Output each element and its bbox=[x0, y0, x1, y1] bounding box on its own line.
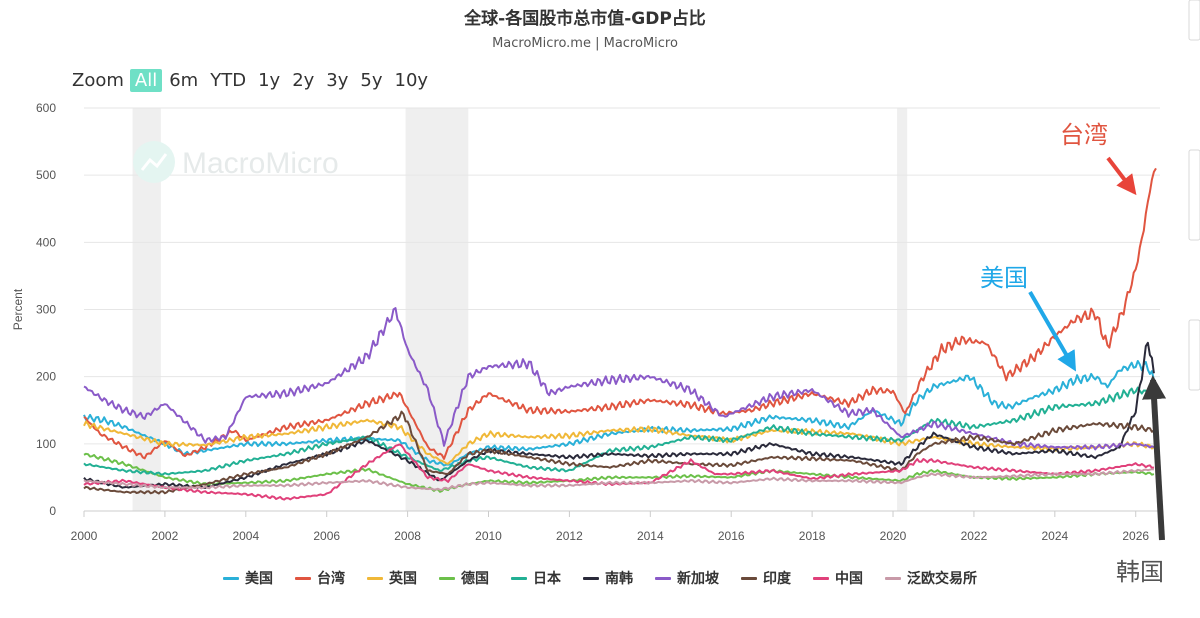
x-tick-label: 2026 bbox=[1122, 529, 1149, 543]
y-axis-label: Percent bbox=[11, 288, 25, 330]
x-tick-label: 2012 bbox=[556, 529, 583, 543]
legend-label: 英国 bbox=[389, 571, 417, 587]
chart-title: 全球-各国股市总市值-GDP占比 bbox=[464, 9, 706, 29]
series-line-6[interactable] bbox=[83, 307, 1155, 451]
x-tick-label: 2016 bbox=[718, 529, 745, 543]
series-line-7[interactable] bbox=[83, 410, 1155, 495]
x-tick-label: 2008 bbox=[394, 529, 421, 543]
korea-arrow bbox=[1142, 375, 1167, 541]
legend-label: 泛欧交易所 bbox=[907, 571, 977, 587]
legend-swatch bbox=[511, 576, 527, 580]
zoom-label: Zoom bbox=[72, 69, 124, 91]
series-lines bbox=[83, 167, 1157, 501]
usa-annotation: 美国 bbox=[980, 264, 1028, 292]
watermark: MacroMicro bbox=[133, 141, 339, 183]
korea-annotation: 韩国 bbox=[1116, 558, 1164, 586]
legend-swatch bbox=[655, 576, 671, 580]
series-line-9[interactable] bbox=[83, 468, 1154, 491]
axes: 0 100 200 300 400 500 600 2000 2002 2004 2006 2008 2… bbox=[11, 101, 1160, 543]
y-tick-label: 500 bbox=[36, 168, 56, 182]
zoom-6m-button[interactable]: 6m bbox=[169, 69, 199, 91]
legend-item-3[interactable]: 德国 bbox=[439, 568, 489, 588]
legend-item-7[interactable]: 印度 bbox=[741, 568, 791, 588]
x-tick-label: 2002 bbox=[152, 529, 179, 543]
x-tick-label: 2000 bbox=[71, 529, 98, 543]
zoom-2y-button[interactable]: 2y bbox=[292, 69, 315, 91]
legend-swatch bbox=[885, 576, 901, 580]
series-line-0[interactable] bbox=[83, 360, 1155, 467]
zoom-1y-button[interactable]: 1y bbox=[258, 69, 281, 91]
x-tick-label: 2014 bbox=[637, 529, 664, 543]
legend-label: 印度 bbox=[763, 571, 791, 587]
legend-swatch bbox=[583, 576, 599, 580]
macromicro-logo-icon bbox=[133, 141, 175, 183]
legend-label: 美国 bbox=[245, 571, 273, 587]
taiwan-annotation: 台湾 bbox=[1060, 121, 1108, 149]
legend-item-1[interactable]: 台湾 bbox=[295, 568, 345, 588]
legend-swatch bbox=[223, 576, 239, 580]
zoom-5y-button[interactable]: 5y bbox=[360, 69, 383, 91]
x-tick-label: 2010 bbox=[475, 529, 502, 543]
legend-swatch bbox=[295, 576, 311, 580]
series-line-8[interactable] bbox=[83, 443, 1155, 501]
x-tick-label: 2018 bbox=[799, 529, 826, 543]
y-tick-label: 200 bbox=[36, 370, 56, 384]
legend-item-0[interactable]: 美国 bbox=[223, 568, 273, 588]
legend-item-8[interactable]: 中国 bbox=[813, 568, 863, 588]
x-tick-label: 2024 bbox=[1041, 529, 1068, 543]
y-tick-label: 600 bbox=[36, 101, 56, 115]
zoom-ytd-button[interactable]: YTD bbox=[210, 69, 247, 91]
legend-label: 中国 bbox=[835, 571, 863, 587]
legend-swatch bbox=[367, 576, 383, 580]
series-line-2[interactable] bbox=[83, 418, 1155, 465]
series-line-4[interactable] bbox=[83, 386, 1155, 476]
chart-legend: 美国 台湾 英国 德国 日本 南韩 新加坡 印度 中国 泛欧交易所 bbox=[150, 566, 1050, 590]
legend-item-5[interactable]: 南韩 bbox=[583, 568, 633, 588]
y-tick-label: 400 bbox=[36, 235, 56, 249]
x-tick-label: 2004 bbox=[232, 529, 259, 543]
legend-item-4[interactable]: 日本 bbox=[511, 568, 561, 588]
y-tick-label: 300 bbox=[36, 303, 56, 317]
legend-label: 日本 bbox=[533, 571, 561, 587]
zoom-3y-button[interactable]: 3y bbox=[326, 69, 349, 91]
legend-item-6[interactable]: 新加坡 bbox=[655, 568, 719, 588]
legend-item-9[interactable]: 泛欧交易所 bbox=[885, 568, 977, 588]
legend-swatch bbox=[813, 576, 829, 580]
annotation-arrows bbox=[1028, 156, 1167, 541]
legend-swatch bbox=[741, 576, 757, 580]
legend-label: 台湾 bbox=[317, 571, 345, 587]
x-tick-label: 2020 bbox=[880, 529, 907, 543]
legend-label: 新加坡 bbox=[677, 571, 719, 587]
usa-arrow bbox=[1028, 290, 1077, 372]
y-tick-label: 0 bbox=[49, 504, 56, 518]
legend-swatch bbox=[439, 576, 455, 580]
legend-label: 南韩 bbox=[605, 571, 633, 587]
zoom-all-button[interactable]: All bbox=[129, 68, 163, 92]
chart-subtitle: MacroMicro.me | MacroMicro bbox=[492, 36, 678, 51]
watermark-text: MacroMicro bbox=[182, 147, 339, 180]
legend-item-2[interactable]: 英国 bbox=[367, 568, 417, 588]
y-tick-label: 100 bbox=[36, 437, 56, 451]
x-tick-label: 2022 bbox=[961, 529, 988, 543]
series-line-1[interactable] bbox=[83, 167, 1157, 460]
page-edge-strip bbox=[1188, 0, 1200, 614]
legend-label: 德国 bbox=[461, 571, 489, 587]
zoom-bar: Zoom All 6m YTD 1y 2y 3y 5y 10y bbox=[72, 66, 435, 94]
taiwan-arrow bbox=[1106, 156, 1137, 196]
x-tick-label: 2006 bbox=[313, 529, 340, 543]
zoom-10y-button[interactable]: 10y bbox=[394, 69, 429, 91]
